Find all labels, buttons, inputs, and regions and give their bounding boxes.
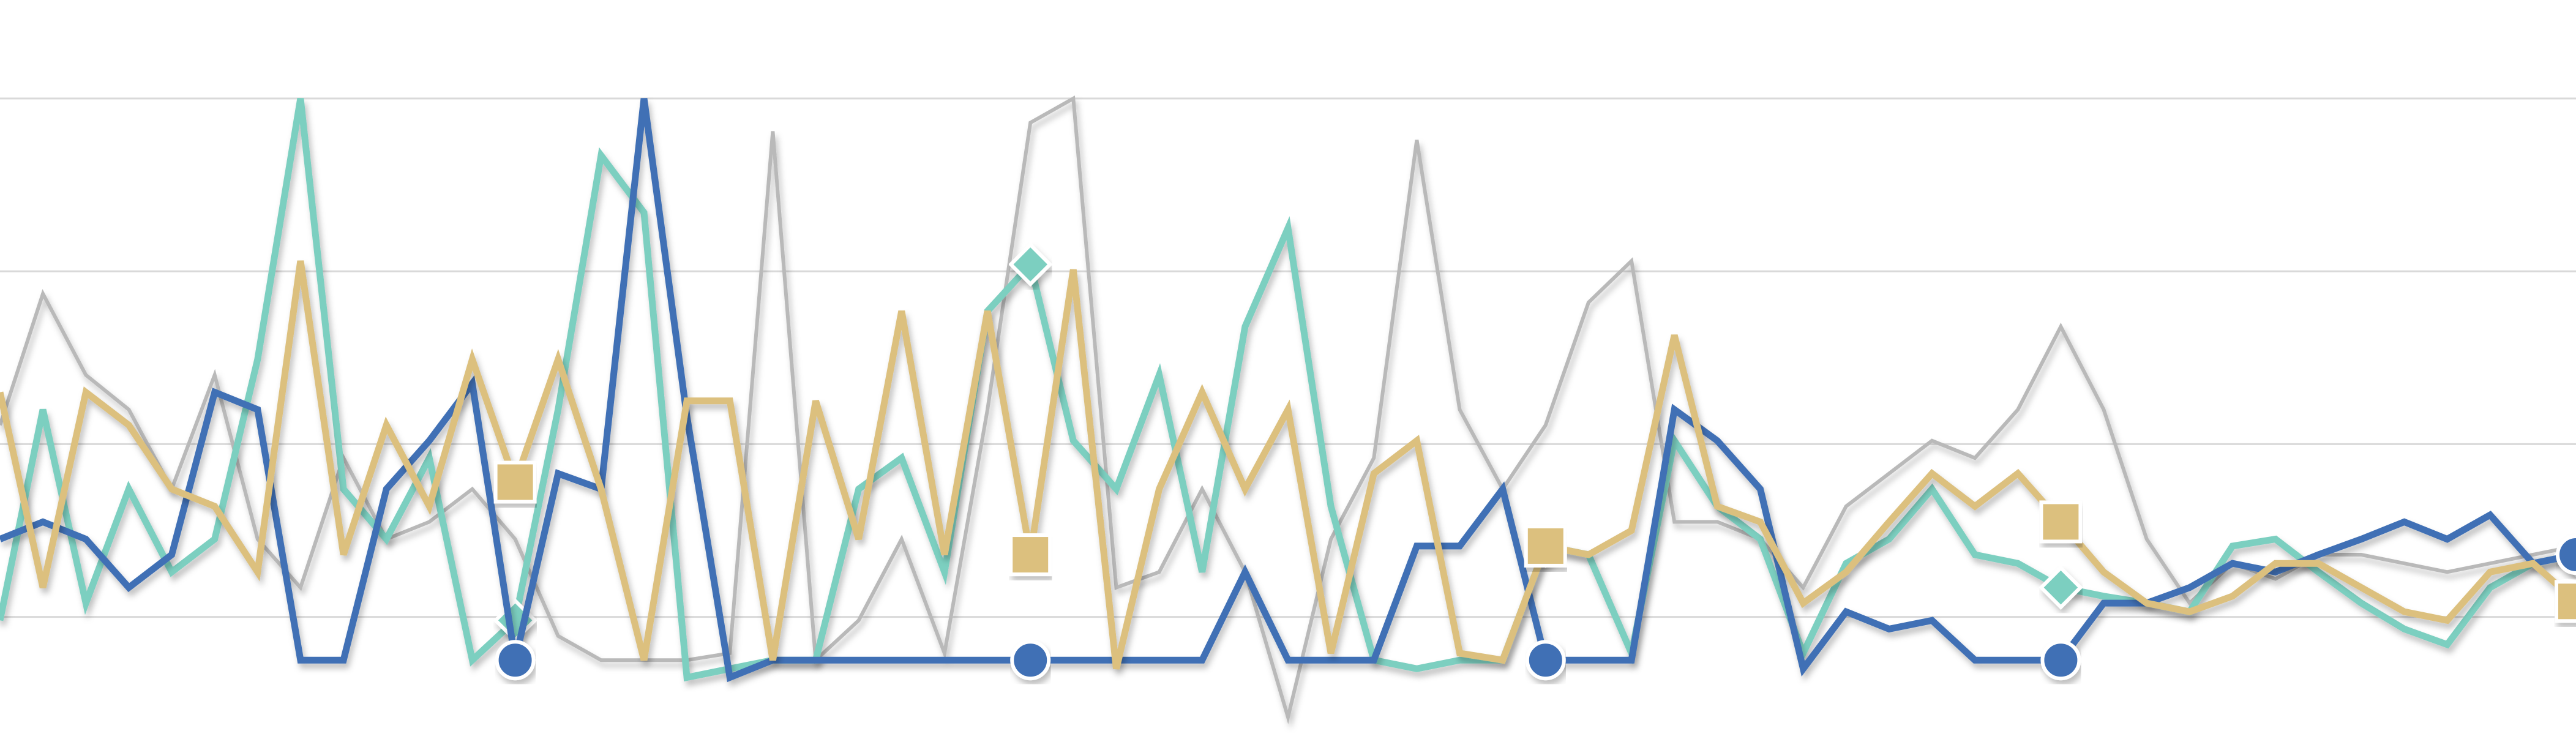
marker [2039, 500, 2083, 544]
marker [1524, 524, 1567, 568]
marker [493, 460, 537, 504]
series [0, 260, 2576, 670]
marker [1525, 640, 1566, 681]
marker [495, 640, 536, 681]
line [0, 96, 2576, 724]
marker [1009, 533, 1052, 577]
series [0, 96, 2576, 724]
marker [1008, 242, 1053, 287]
line [0, 260, 2576, 670]
marker [1010, 640, 1051, 681]
marker [2039, 565, 2083, 610]
marker [2555, 580, 2576, 623]
marker [2556, 534, 2576, 576]
marker [2040, 640, 2081, 681]
